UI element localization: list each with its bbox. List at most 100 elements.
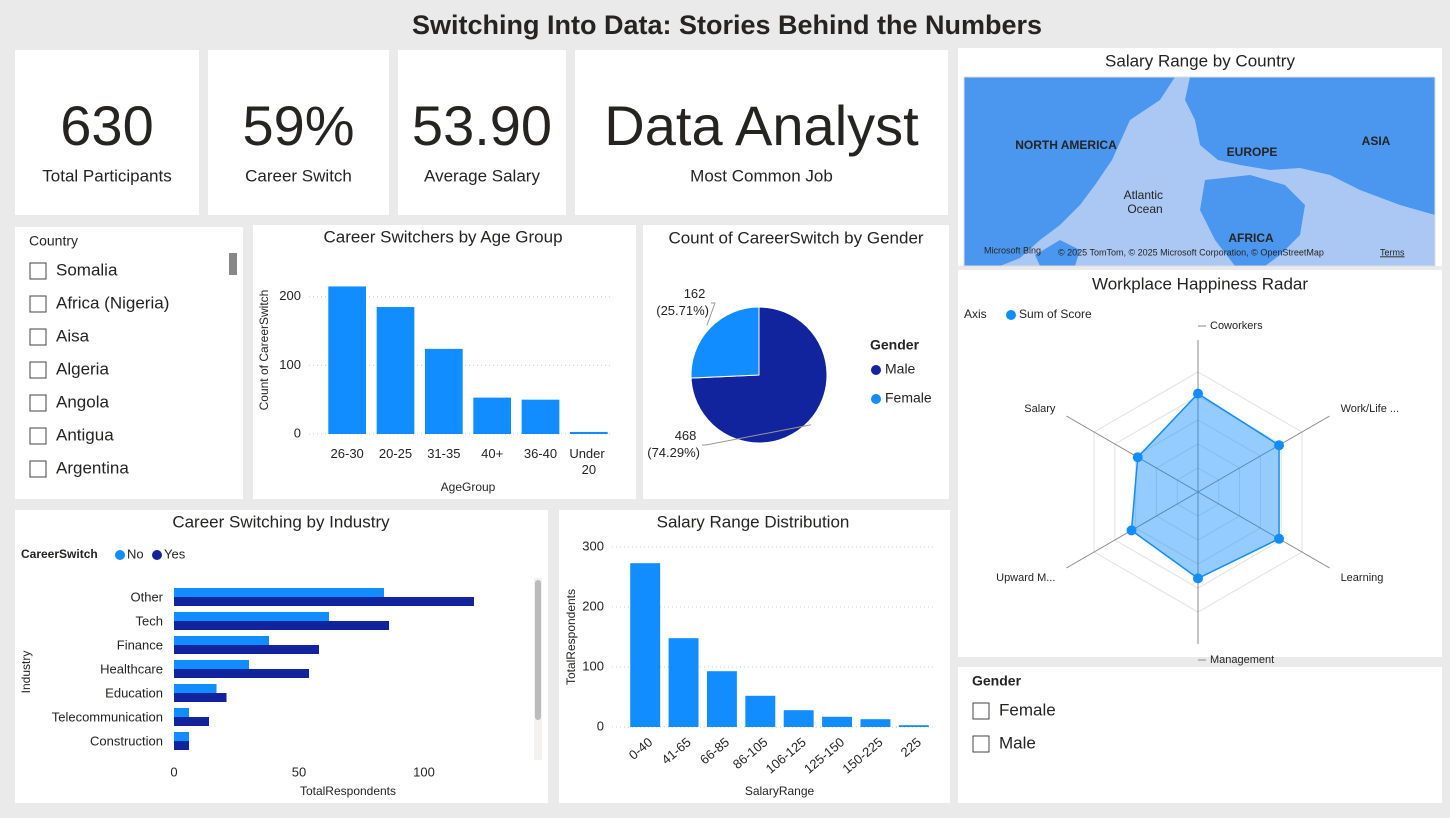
kpi-card: [398, 50, 566, 215]
slicer-item: Antigua: [56, 425, 114, 444]
bar: [569, 431, 608, 434]
slicer-item: Algeria: [56, 359, 109, 378]
legend-title: CareerSwitch: [21, 547, 98, 561]
radar-axis-label: Coworkers: [1210, 320, 1263, 332]
kpi-value: 630: [60, 94, 153, 157]
bar: [783, 710, 814, 727]
checkbox[interactable]: [972, 735, 990, 753]
x-tick-label: 100: [413, 764, 435, 779]
bar: [174, 684, 217, 693]
bar: [473, 397, 512, 434]
y-tick-label: Finance: [117, 637, 163, 652]
y-axis-title: Industry: [19, 651, 33, 694]
y-tick-label: 100: [279, 357, 301, 372]
x-tick-label: 36-40: [524, 446, 557, 461]
map-label: EUROPE: [1227, 145, 1278, 159]
chart-title: Count of CareerSwitch by Gender: [668, 228, 923, 247]
kpi-card: [15, 50, 199, 215]
legend-title: Gender: [870, 337, 920, 353]
radar-axis-label: Upward M...: [996, 572, 1055, 584]
radar-axis-label: Salary: [1024, 403, 1056, 415]
map-overlay: [963, 76, 1436, 267]
bar: [376, 307, 415, 434]
scrollbar[interactable]: [535, 580, 541, 720]
chart-panel: [559, 510, 950, 803]
kpi-value: 53.90: [412, 94, 552, 157]
y-tick-label: Healthcare: [100, 661, 163, 676]
radar-point: [1193, 573, 1203, 584]
checkbox[interactable]: [29, 295, 47, 313]
bar: [521, 399, 560, 434]
data-label: 468 (74.29%): [647, 428, 700, 460]
legend-marker: [871, 365, 881, 375]
chart-panel: [15, 510, 548, 803]
bar: [174, 597, 474, 606]
data-label: 162 (25.71%): [656, 286, 709, 318]
kpi-value: Data Analyst: [604, 94, 919, 157]
x-tick-label: 40+: [481, 446, 503, 461]
slicer-item: Argentina: [56, 458, 129, 477]
y-tick-label: 200: [582, 598, 604, 613]
checkbox[interactable]: [972, 702, 990, 720]
legend-marker: [115, 550, 125, 560]
x-axis-title: SalaryRange: [745, 784, 815, 798]
slicer: [15, 227, 243, 499]
y-tick-label: 300: [582, 538, 604, 553]
y-tick-label: Tech: [136, 613, 163, 628]
bar: [174, 588, 384, 597]
checkbox[interactable]: [29, 427, 47, 445]
x-tick-label: 50: [292, 764, 306, 779]
bar: [174, 717, 209, 726]
kpi-value: 59%: [242, 94, 354, 157]
checkbox[interactable]: [29, 460, 47, 478]
map-label: AFRICA: [1228, 231, 1274, 245]
bar: [898, 725, 929, 727]
bar: [174, 612, 329, 621]
y-tick-label: 0: [597, 718, 604, 733]
radar-axis-label: Learning: [1341, 572, 1384, 584]
radar-spoke: [1066, 415, 1199, 493]
bar: [174, 741, 189, 750]
map-terms[interactable]: Terms: [1380, 247, 1405, 257]
scrollbar[interactable]: [229, 253, 237, 275]
map-title: Salary Range by Country: [1105, 51, 1295, 70]
slicer-item: Female: [999, 700, 1056, 719]
bar: [745, 695, 776, 727]
bar: [174, 621, 389, 630]
slicer-title: Gender: [972, 673, 1022, 689]
x-tick-label: 0: [170, 764, 177, 779]
kpi-label: Average Salary: [424, 166, 540, 185]
slicer-title: Country: [29, 233, 78, 249]
pie-slice: [690, 306, 760, 379]
bar: [822, 716, 853, 727]
bar: [668, 638, 699, 727]
kpi-card: [208, 50, 389, 215]
map-copyright: © 2025 TomTom, © 2025 Microsoft Corporat…: [1058, 247, 1324, 257]
map-land: [1035, 240, 1080, 266]
radar-spoke: [1197, 415, 1330, 493]
y-tick-label: 0: [294, 425, 301, 440]
y-axis-title: TotalRespondents: [564, 589, 578, 685]
checkbox[interactable]: [29, 361, 47, 379]
y-tick-label: Other: [130, 589, 163, 604]
radar-point: [1274, 440, 1285, 451]
radar-point: [1193, 388, 1203, 399]
radar-point: [1126, 525, 1137, 536]
radar-spoke: [1197, 491, 1330, 569]
checkbox[interactable]: [29, 328, 47, 346]
legend-label: No: [127, 546, 144, 561]
checkbox[interactable]: [29, 262, 47, 280]
chart-panel: [958, 270, 1442, 657]
y-tick-label: Construction: [90, 733, 163, 748]
checkbox[interactable]: [29, 394, 47, 412]
map-land: [1200, 175, 1305, 266]
x-tick-label: Under 20: [569, 446, 608, 477]
slicer-item: Male: [999, 733, 1036, 752]
bar: [174, 660, 249, 669]
leader-line: [702, 424, 812, 446]
x-axis-title: AgeGroup: [441, 480, 496, 494]
x-axis-title: TotalRespondents: [300, 784, 396, 798]
bar: [424, 348, 463, 434]
kpi-card: [575, 50, 948, 215]
legend-marker: [871, 394, 881, 404]
